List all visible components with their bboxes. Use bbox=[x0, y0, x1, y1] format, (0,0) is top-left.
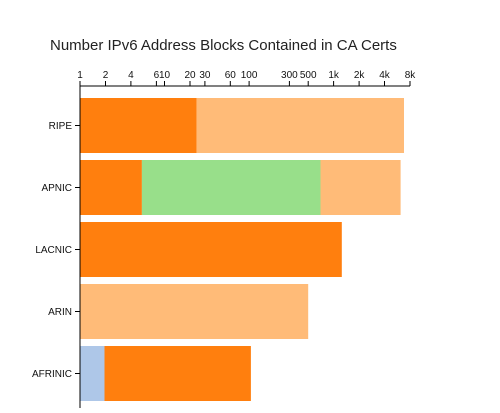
category-label-afrinic: AFRINIC bbox=[32, 369, 72, 380]
bar-afrinic-segment-2 bbox=[104, 346, 251, 401]
x-tick-label: 1k bbox=[328, 70, 340, 81]
x-tick-label: 100 bbox=[241, 70, 258, 81]
bar-apnic-segment-3 bbox=[320, 160, 401, 215]
x-tick-label: 4k bbox=[379, 70, 391, 81]
x-tick-label: 30 bbox=[199, 70, 211, 81]
bar-afrinic-segment-1 bbox=[80, 346, 105, 401]
x-tick-label: 6 bbox=[154, 70, 160, 81]
x-tick-label: 4 bbox=[128, 70, 134, 81]
x-axis: 1 2 4 6 10 20 30 60 100 300 500 1k 2k 4k 8k bbox=[77, 70, 417, 87]
x-tick-label: 8k bbox=[405, 70, 417, 81]
category-label-lacnic: LACNIC bbox=[35, 245, 72, 256]
x-tick-label: 300 bbox=[281, 70, 298, 81]
bars-layer bbox=[80, 98, 404, 401]
bar-arin-segment-1 bbox=[80, 284, 309, 339]
bar-ripe-segment-2 bbox=[196, 98, 404, 153]
x-tick-label: 2 bbox=[103, 70, 109, 81]
x-tick-label: 1 bbox=[77, 70, 83, 81]
category-label-apnic: APNIC bbox=[41, 183, 72, 194]
bar-ripe-segment-1 bbox=[80, 98, 197, 153]
x-tick-label: 500 bbox=[300, 70, 317, 81]
bar-apnic-segment-1 bbox=[80, 160, 142, 215]
x-tick-label: 10 bbox=[159, 70, 171, 81]
chart-title: Number IPv6 Address Blocks Contained in … bbox=[50, 37, 397, 54]
category-label-arin: ARIN bbox=[48, 307, 72, 318]
x-tick-label: 60 bbox=[225, 70, 237, 81]
bar-lacnic-segment-1 bbox=[80, 222, 342, 277]
category-axis: RIPE APNIC LACNIC ARIN AFRINIC bbox=[32, 86, 81, 408]
x-tick-label: 20 bbox=[184, 70, 196, 81]
category-label-ripe: RIPE bbox=[49, 121, 73, 132]
x-tick-label: 2k bbox=[354, 70, 366, 81]
bar-apnic-segment-2 bbox=[141, 160, 321, 215]
